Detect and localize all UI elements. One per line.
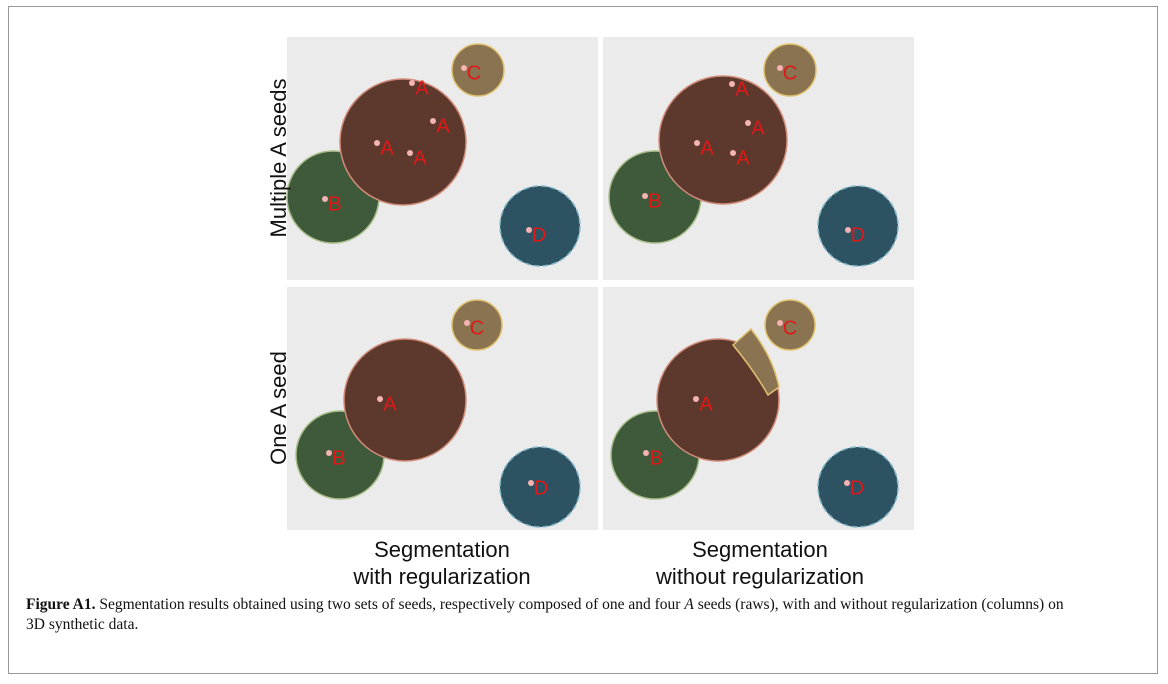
seed-label: B bbox=[332, 447, 345, 469]
seed-dot bbox=[409, 80, 415, 86]
row-label: Multiple A seeds bbox=[266, 79, 291, 238]
page: AAAABCDAAAABCDABCDABCD Multiple A seeds … bbox=[0, 0, 1168, 684]
seed-label: A bbox=[751, 117, 765, 139]
seed-dot bbox=[322, 196, 328, 202]
seed-label: B bbox=[648, 190, 661, 212]
caption: Figure A1. Segmentation results obtained… bbox=[26, 595, 1086, 635]
seed-label: C bbox=[783, 62, 797, 84]
column-label: Segmentation bbox=[374, 537, 510, 562]
column-label: with regularization bbox=[352, 564, 530, 589]
seed-dot bbox=[693, 396, 699, 402]
figure: AAAABCDAAAABCDABCDABCD Multiple A seeds … bbox=[0, 0, 1168, 684]
seed-label: A bbox=[699, 393, 713, 415]
row-label: One A seed bbox=[266, 351, 291, 465]
seed-label: A bbox=[700, 137, 714, 159]
seed-label: A bbox=[735, 78, 749, 100]
seed-dot bbox=[730, 150, 736, 156]
seed-dot bbox=[377, 396, 383, 402]
seed-dot bbox=[374, 140, 380, 146]
region bbox=[340, 79, 466, 205]
seed-label: D bbox=[851, 224, 865, 246]
seed-label: A bbox=[415, 77, 429, 99]
seed-dot bbox=[326, 450, 332, 456]
seed-label: A bbox=[380, 137, 394, 159]
seed-label: D bbox=[534, 477, 548, 499]
seed-dot bbox=[745, 120, 751, 126]
caption-label: Figure A1. bbox=[26, 596, 95, 613]
seed-dot bbox=[407, 150, 413, 156]
seed-dot bbox=[430, 118, 436, 124]
seed-label: A bbox=[436, 115, 450, 137]
region bbox=[659, 76, 787, 204]
seed-dot bbox=[643, 450, 649, 456]
column-label: without regularization bbox=[655, 564, 864, 589]
seed-label: C bbox=[783, 317, 797, 339]
column-label: Segmentation bbox=[692, 537, 828, 562]
seed-label: B bbox=[328, 193, 341, 215]
seed-dot bbox=[642, 193, 648, 199]
seed-dot bbox=[729, 81, 735, 87]
seed-label: B bbox=[649, 447, 662, 469]
seed-label: C bbox=[470, 317, 484, 339]
seed-label: A bbox=[383, 393, 397, 415]
seed-label: A bbox=[413, 147, 427, 169]
seed-label: D bbox=[532, 224, 546, 246]
caption-italic: A bbox=[684, 596, 693, 613]
caption-text: Segmentation results obtained using two … bbox=[95, 596, 684, 613]
region bbox=[344, 339, 466, 461]
seed-dot bbox=[694, 140, 700, 146]
seed-label: D bbox=[850, 477, 864, 499]
seed-label: C bbox=[467, 62, 481, 84]
seed-label: A bbox=[736, 147, 750, 169]
